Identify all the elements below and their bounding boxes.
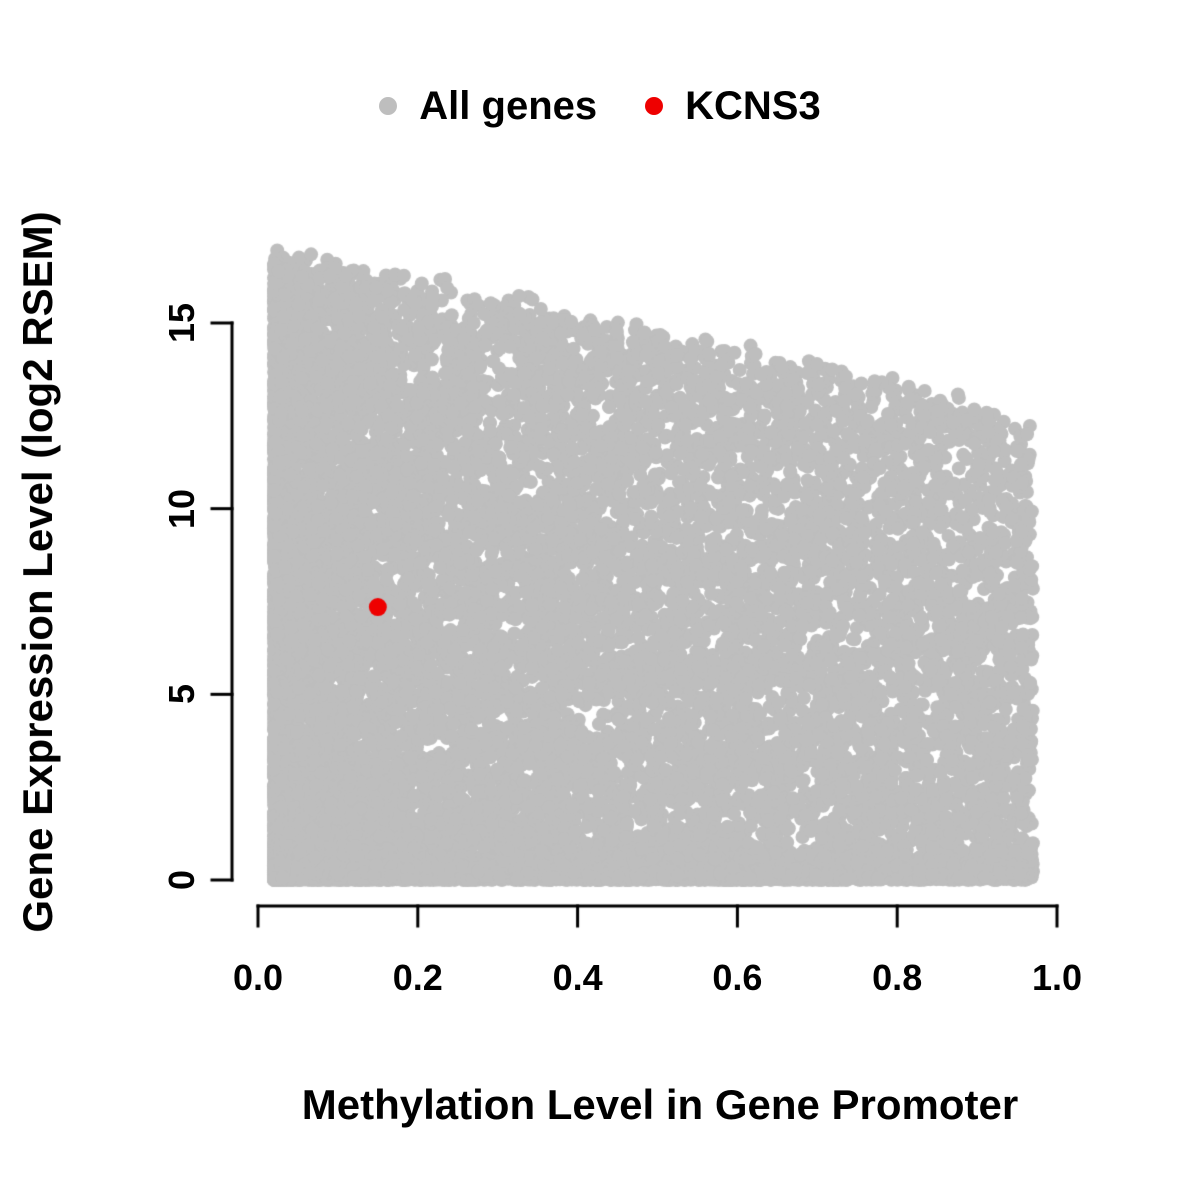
legend-label-all-genes: All genes bbox=[419, 84, 598, 128]
x-tick-label: 0.8 bbox=[872, 957, 923, 998]
y-tick-label: 5 bbox=[161, 684, 202, 705]
legend-item-all-genes: All genes bbox=[379, 86, 597, 126]
y-tick-label: 10 bbox=[161, 488, 202, 529]
x-tick-label: 0.2 bbox=[392, 957, 443, 998]
kcns3-marker-icon bbox=[645, 97, 664, 115]
x-tick-label: 0.0 bbox=[232, 957, 284, 998]
legend: All genes KCNS3 bbox=[0, 86, 1200, 126]
y-axis-title: Gene Expression Level (log2 RSEM) bbox=[14, 211, 61, 933]
y-tick-label: 0 bbox=[161, 869, 202, 891]
y-tick-label: 15 bbox=[161, 302, 202, 344]
x-tick-label: 1.0 bbox=[1031, 957, 1083, 998]
x-axis-title: Methylation Level in Gene Promoter bbox=[301, 1081, 1019, 1128]
legend-label-kcns3: KCNS3 bbox=[685, 84, 821, 128]
legend-item-kcns3: KCNS3 bbox=[645, 86, 821, 126]
all-genes-marker-icon bbox=[379, 97, 398, 115]
x-tick-label: 0.6 bbox=[712, 957, 763, 998]
x-tick-label: 0.4 bbox=[552, 957, 603, 998]
